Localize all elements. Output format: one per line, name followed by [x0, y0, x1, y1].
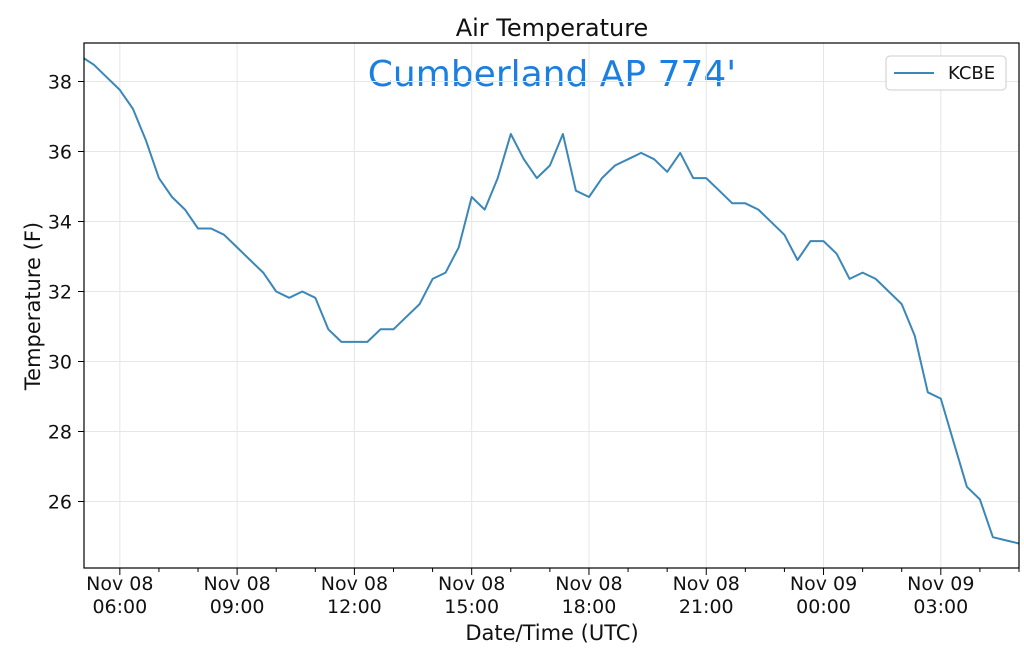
x-tick-label: Nov 09 00:00	[790, 573, 857, 618]
x-tick-label: Nov 08 09:00	[203, 573, 270, 618]
x-axis-label: Date/Time (UTC)	[465, 621, 638, 645]
data-line-layer	[83, 57, 1020, 545]
y-axis-label: Temperature (F)	[21, 222, 45, 391]
x-tick-label: Nov 08 18:00	[555, 573, 622, 618]
y-tick-label: 26	[48, 492, 72, 514]
station-name: Cumberland AP 774'	[368, 54, 736, 95]
x-tick-label: Nov 09 03:00	[907, 573, 974, 618]
y-tick-label: 38	[48, 72, 72, 94]
y-tick-label: 30	[48, 352, 72, 374]
x-tick-label: Nov 08 12:00	[321, 573, 388, 618]
y-tick-label: 34	[48, 212, 72, 234]
legend-box	[885, 55, 1007, 91]
legend-label-kcbe: KCBE	[948, 63, 995, 84]
chart-title: Air Temperature	[456, 14, 649, 42]
y-tick-label: 36	[48, 142, 72, 164]
y-tick-label: 32	[48, 282, 72, 304]
series-line-kcbe	[83, 57, 1020, 545]
plot-frame	[83, 42, 1020, 569]
y-tick-label: 28	[48, 422, 72, 444]
grid-lines	[84, 43, 1019, 568]
y-axis: 26 28 30 32 34 36 38	[48, 72, 84, 514]
x-tick-label: Nov 08 15:00	[438, 573, 505, 618]
x-tick-label: Nov 08 21:00	[673, 573, 740, 618]
x-tick-label: Nov 08 06:00	[86, 573, 153, 618]
x-axis: Nov 08 06:00 Nov 08 09:00 Nov 08 12:00 Nov 08 1…	[86, 568, 1020, 618]
legend: KCBE	[885, 55, 1007, 91]
